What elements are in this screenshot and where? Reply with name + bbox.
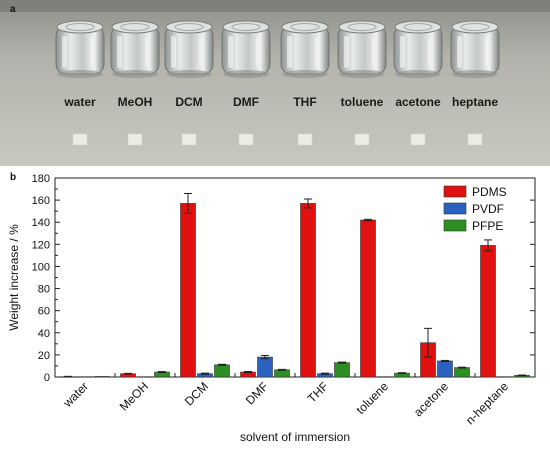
x-tick-label: DMF — [243, 379, 271, 407]
bar-pdms — [360, 219, 376, 378]
bar-pfpe — [94, 376, 110, 378]
photo-panel: water MeOH DCM DMF THF toluene acetone heptane … — [0, 0, 550, 166]
x-tick-label: n-heptane — [463, 379, 511, 427]
legend-label: PFPE — [472, 219, 503, 233]
legend-swatch — [443, 185, 467, 198]
bar-series — [60, 192, 530, 378]
vial-label: DMF — [233, 95, 259, 109]
bar-pvdf — [137, 376, 153, 378]
film-sample — [410, 133, 426, 146]
vial-label: MeOH — [118, 95, 153, 109]
film-sample — [181, 133, 197, 146]
film-sample — [297, 133, 313, 146]
vial-label: acetone — [395, 95, 441, 109]
panel-a-label: a — [10, 4, 16, 15]
vial-label: heptane — [452, 95, 498, 109]
y-tick-label: 120 — [32, 239, 50, 251]
vial-row — [55, 20, 500, 78]
y-tick-label: 80 — [38, 284, 50, 296]
y-tick-label: 160 — [32, 195, 50, 207]
film-sample — [238, 133, 254, 146]
vial — [164, 20, 214, 78]
y-tick-label: 20 — [38, 350, 50, 362]
x-axis-label: solvent of immersion — [240, 430, 350, 444]
vial-label: toluene — [341, 95, 384, 109]
vial-labels: water MeOH DCM DMF THF toluene acetone heptane — [63, 95, 498, 109]
y-axis: 0 20 40 60 80 100 120 140 160 180 — [32, 173, 535, 384]
legend-label: PVDF — [472, 202, 504, 216]
x-tick-label: water — [60, 379, 91, 410]
bar-pvdf — [437, 360, 453, 378]
legend-label: PDMS — [472, 185, 507, 199]
film-sample — [354, 133, 370, 146]
y-tick-label: 0 — [44, 372, 50, 384]
bar-pdms — [180, 203, 196, 378]
bar-pvdf — [77, 376, 93, 378]
panel-b-label: b — [10, 172, 16, 183]
y-tick-label: 140 — [32, 217, 50, 229]
legend-swatch — [443, 219, 467, 232]
x-tick-label: MeOH — [117, 379, 151, 413]
weight-increase-chart: b 0 20 40 60 80 100 120 140 160 180 water MeOH DCM D… — [7, 172, 536, 444]
vial — [393, 20, 443, 78]
y-axis-label: Weight increase / % — [7, 224, 21, 331]
vial-label: water — [63, 95, 96, 109]
bar-pvdf — [257, 356, 273, 378]
y-tick-label: 100 — [32, 261, 50, 273]
vial — [221, 20, 271, 78]
bar-pdms — [300, 203, 316, 378]
vial-label: THF — [293, 95, 316, 109]
bar-pfpe — [454, 367, 470, 378]
x-axis: water MeOH DCM DMF THF toluene acetone n-heptan… — [54, 373, 536, 427]
film-sample — [72, 133, 88, 146]
vial-label: DCM — [175, 95, 202, 109]
legend-swatch — [443, 202, 467, 215]
vial — [450, 20, 500, 78]
y-tick-label: 60 — [38, 306, 50, 318]
bar-pdms — [480, 245, 496, 378]
bar-pfpe — [214, 364, 230, 378]
film-sample — [127, 133, 143, 146]
legend: PDMS PVDF PFPE — [443, 185, 507, 233]
bar-pvdf — [377, 376, 393, 378]
vials-photo: water MeOH DCM DMF THF toluene acetone heptane … — [0, 0, 550, 166]
film-sample — [467, 133, 483, 146]
vial — [280, 20, 330, 78]
bar-pvdf — [497, 376, 513, 378]
chart-panel: b 0 20 40 60 80 100 120 140 160 180 water MeOH DCM D… — [0, 166, 550, 448]
film-samples — [72, 133, 483, 146]
vial — [110, 20, 160, 78]
x-tick-label: toluene — [353, 379, 391, 417]
vial — [337, 20, 387, 78]
x-tick-label: acetone — [411, 379, 451, 419]
y-tick-label: 40 — [38, 328, 50, 340]
x-tick-label: DCM — [182, 379, 211, 408]
vial — [55, 20, 105, 78]
bar-pfpe — [274, 369, 290, 378]
y-tick-label: 180 — [32, 173, 50, 185]
bar-pfpe — [334, 362, 350, 378]
x-tick-label: THF — [305, 379, 331, 405]
